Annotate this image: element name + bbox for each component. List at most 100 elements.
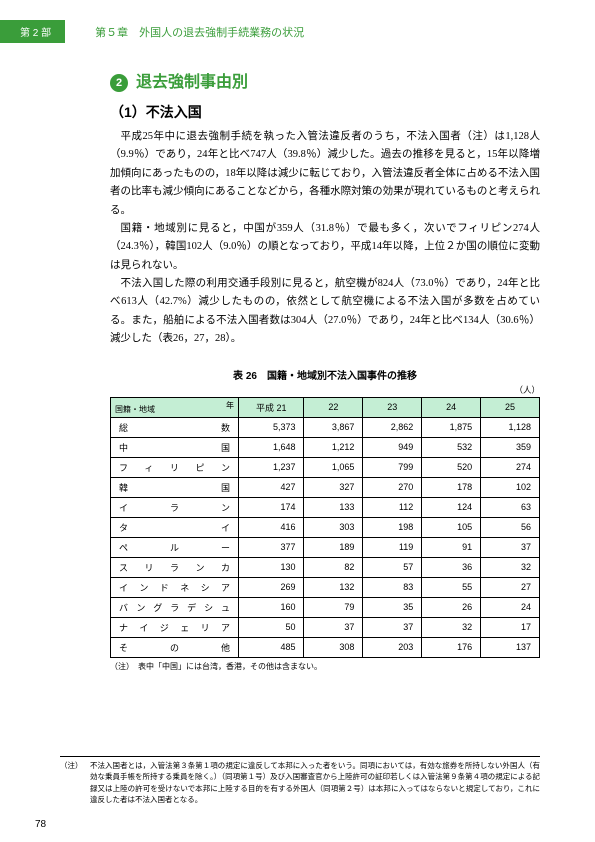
table-cell: 24 <box>481 597 540 617</box>
paragraph: 不法入国した際の利用交通手段別に見ると，航空機が824人（73.0％）であり，2… <box>110 275 540 349</box>
table-cell: 1,648 <box>239 437 304 457</box>
table-cell: 130 <box>239 557 304 577</box>
table-cell: 132 <box>304 577 363 597</box>
table-cell: 1,128 <box>481 417 540 437</box>
table-cell: 949 <box>363 437 422 457</box>
table-row: その他485308203176137 <box>111 637 540 657</box>
table-caption: 表 26 国籍・地域別不法入国事件の推移 <box>110 367 540 382</box>
row-label: 韓国 <box>111 477 239 497</box>
table-cell: 520 <box>422 457 481 477</box>
table-cell: 27 <box>481 577 540 597</box>
table-cell: 37 <box>481 537 540 557</box>
table-cell: 160 <box>239 597 304 617</box>
table-cell: 427 <box>239 477 304 497</box>
corner-year-label: 年 <box>226 400 234 411</box>
subsection-heading: （1）不法入国 <box>110 102 540 122</box>
row-label: バングラデシュ <box>111 597 239 617</box>
row-label: フィリピン <box>111 457 239 477</box>
table-cell: 102 <box>481 477 540 497</box>
table-row: 韓国427327270178102 <box>111 477 540 497</box>
footnote: （注） 不法入国者とは，入管法第３条第１項の規定に違反して本邦に入った者をいう。… <box>60 756 540 807</box>
table-cell: 137 <box>481 637 540 657</box>
table-cell: 82 <box>304 557 363 577</box>
table-cell: 37 <box>304 617 363 637</box>
table-cell: 485 <box>239 637 304 657</box>
table-cell: 36 <box>422 557 481 577</box>
footnote-label: （注） <box>60 760 90 772</box>
table-cell: 416 <box>239 517 304 537</box>
table-cell: 35 <box>363 597 422 617</box>
table-cell: 105 <box>422 517 481 537</box>
table-cell: 119 <box>363 537 422 557</box>
table-cell: 189 <box>304 537 363 557</box>
table-cell: 303 <box>304 517 363 537</box>
table-row: ペルー3771891199137 <box>111 537 540 557</box>
part-tab: 第 2 部 <box>0 20 65 43</box>
row-label: その他 <box>111 637 239 657</box>
table-cell: 26 <box>422 597 481 617</box>
table-cell: 2,862 <box>363 417 422 437</box>
table-cell: 178 <box>422 477 481 497</box>
table-row: バングラデシュ16079352624 <box>111 597 540 617</box>
table-cell: 5,373 <box>239 417 304 437</box>
table-cell: 359 <box>481 437 540 457</box>
table-row: フィリピン1,2371,065799520274 <box>111 457 540 477</box>
table-cell: 37 <box>363 617 422 637</box>
table-cell: 176 <box>422 637 481 657</box>
table-note: （注） 表中「中国」には台湾，香港，その他は含まない。 <box>110 661 540 672</box>
table-cell: 55 <box>422 577 481 597</box>
year-header: 23 <box>363 397 422 417</box>
footnote-body: 不法入国者とは，入管法第３条第１項の規定に違反して本邦に入った者をいう。同項にお… <box>90 760 540 807</box>
section-number-badge: 2 <box>110 74 128 92</box>
page-number: 78 <box>35 819 46 830</box>
table-cell: 377 <box>239 537 304 557</box>
table-cell: 532 <box>422 437 481 457</box>
year-header: 平成 21 <box>239 397 304 417</box>
table-cell: 1,875 <box>422 417 481 437</box>
table-cell: 1,065 <box>304 457 363 477</box>
row-label: 総数 <box>111 417 239 437</box>
data-table: 年 国籍・地域 平成 21 22 23 24 25 総数5,3733,8672,… <box>110 397 540 658</box>
chapter-title: 第５章 外国人の退去強制手続業務の状況 <box>95 24 304 40</box>
table-unit: （人） <box>110 384 540 396</box>
table-row: ナイジェリア5037373217 <box>111 617 540 637</box>
section-heading: 2退去強制事由別 <box>110 68 540 92</box>
table-cell: 32 <box>481 557 540 577</box>
table-row: イラン17413311212463 <box>111 497 540 517</box>
year-header: 25 <box>481 397 540 417</box>
table-cell: 32 <box>422 617 481 637</box>
table-row: タイ41630319810556 <box>111 517 540 537</box>
table-row: 総数5,3733,8672,8621,8751,128 <box>111 417 540 437</box>
row-label: タイ <box>111 517 239 537</box>
row-label: イラン <box>111 497 239 517</box>
table-cell: 50 <box>239 617 304 637</box>
year-header: 22 <box>304 397 363 417</box>
table-cell: 112 <box>363 497 422 517</box>
row-label: インドネシア <box>111 577 239 597</box>
table-cell: 198 <box>363 517 422 537</box>
table-cell: 799 <box>363 457 422 477</box>
table-row: スリランカ13082573632 <box>111 557 540 577</box>
table-cell: 270 <box>363 477 422 497</box>
table-cell: 63 <box>481 497 540 517</box>
table-cell: 17 <box>481 617 540 637</box>
paragraph: 国籍・地域別に見ると，中国が359人（31.8％）で最も多く，次いでフィリピン2… <box>110 220 540 275</box>
row-label: ペルー <box>111 537 239 557</box>
table-cell: 3,867 <box>304 417 363 437</box>
table-cell: 83 <box>363 577 422 597</box>
table-cell: 57 <box>363 557 422 577</box>
table-cell: 1,212 <box>304 437 363 457</box>
table-cell: 1,237 <box>239 457 304 477</box>
corner-region-label: 国籍・地域 <box>115 404 155 415</box>
table-cell: 174 <box>239 497 304 517</box>
table-corner-header: 年 国籍・地域 <box>111 397 239 417</box>
main-content: 2退去強制事由別 （1）不法入国 平成25年中に退去強制手続を執った入管法違反者… <box>0 43 595 672</box>
row-label: スリランカ <box>111 557 239 577</box>
page-header: 第 2 部 第５章 外国人の退去強制手続業務の状況 <box>0 0 595 43</box>
table-cell: 79 <box>304 597 363 617</box>
row-label: ナイジェリア <box>111 617 239 637</box>
table-cell: 274 <box>481 457 540 477</box>
table-cell: 133 <box>304 497 363 517</box>
year-header: 24 <box>422 397 481 417</box>
row-label: 中国 <box>111 437 239 457</box>
